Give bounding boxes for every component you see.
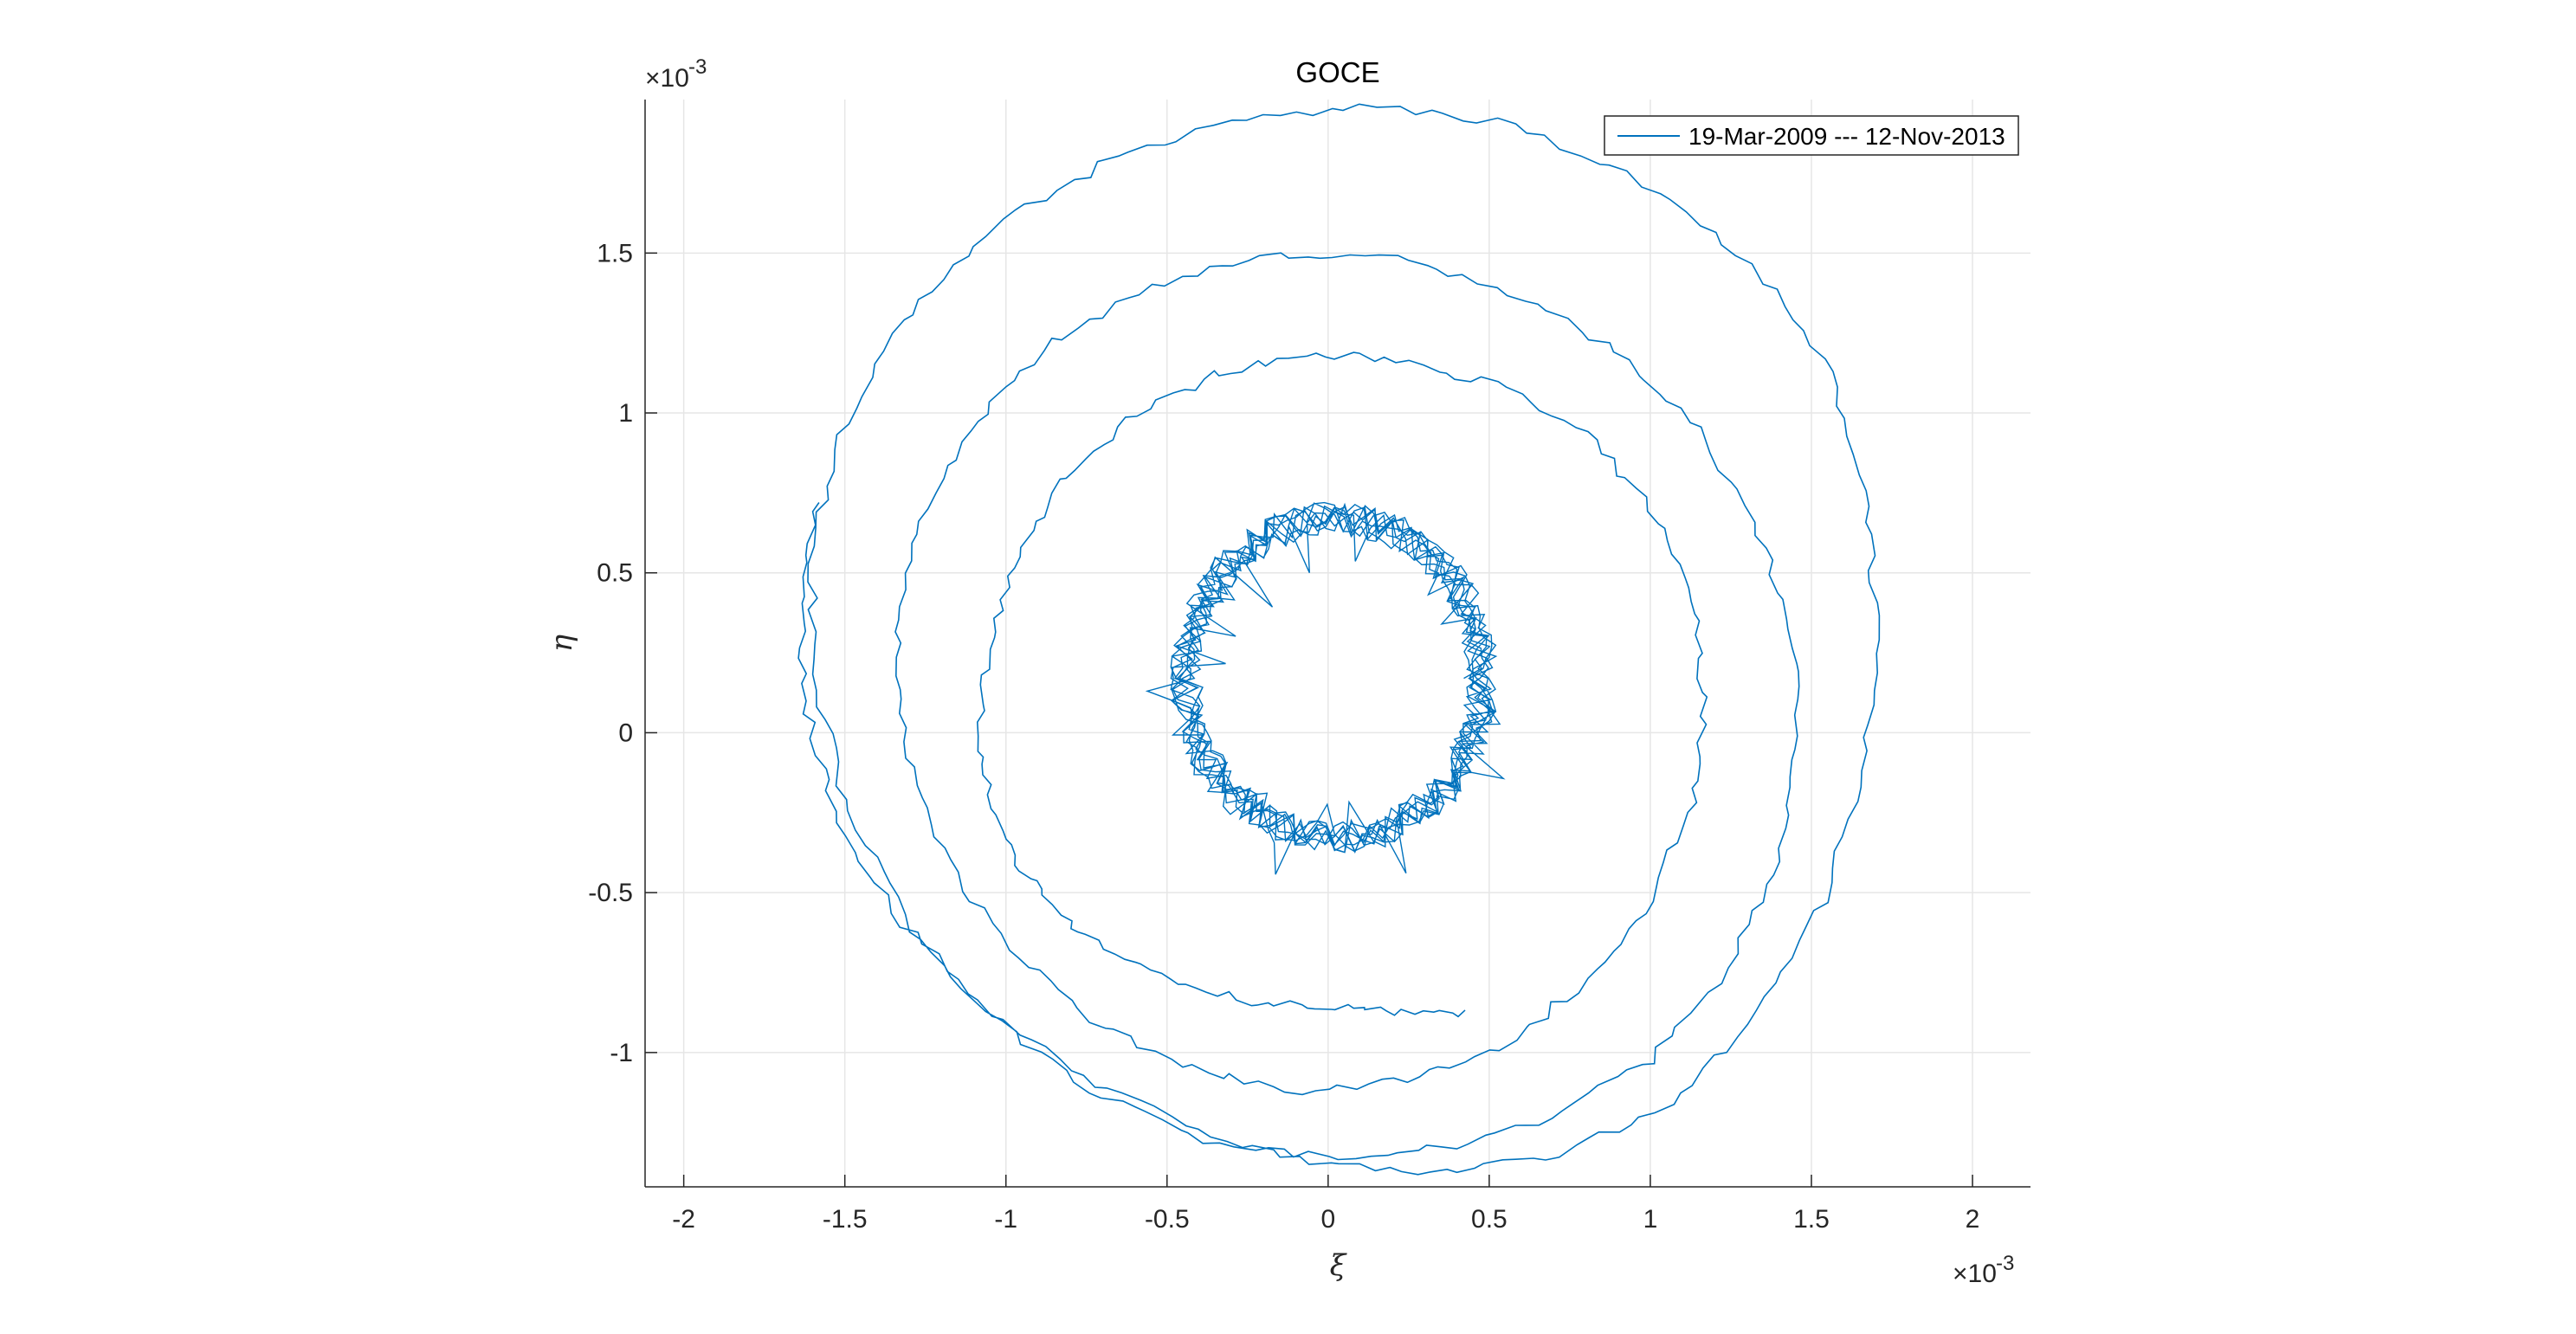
y-tick-label: 0 (618, 719, 633, 747)
x-tick-label: 1 (1643, 1205, 1658, 1234)
chart-title: GOCE (1295, 56, 1379, 88)
x-tick-label: 0.5 (1471, 1205, 1508, 1234)
tick-labels: -2 -1.5 -1 -0.5 0 0.5 1 1.5 2 -1 -0.5 0 0.5 1 1.5 (588, 239, 1979, 1234)
y-exponent-power: -3 (688, 55, 707, 79)
data-series-spiral (797, 103, 1881, 1176)
y-tick-label: 1 (618, 399, 633, 428)
x-axis-label: ξ (1330, 1248, 1348, 1283)
x-exponent-power: -3 (1996, 1252, 2014, 1275)
axes (644, 100, 2030, 1188)
legend-entry: 19-Mar-2009 --- 12-Nov-2013 (1688, 123, 2005, 150)
x-tick-label: 2 (1966, 1205, 1980, 1234)
y-tick-label: -0.5 (588, 879, 633, 907)
y-tick-label: 1.5 (597, 239, 633, 267)
x-tick-label: -0.5 (1145, 1205, 1190, 1234)
x-exponent-base: ×10 (1953, 1260, 1997, 1288)
x-tick-label: -2 (672, 1205, 695, 1234)
x-tick-label: -1.5 (823, 1205, 868, 1234)
plot-area (797, 103, 1881, 1176)
y-axis-exponent: ×10 -3 (645, 55, 707, 93)
y-axis-label: η (545, 634, 579, 652)
y-tick-label: 0.5 (597, 559, 633, 588)
legend: 19-Mar-2009 --- 12-Nov-2013 (1604, 115, 2019, 156)
x-tick-label: 0 (1320, 1205, 1335, 1234)
grid-lines (645, 100, 2030, 1187)
y-exponent-base: ×10 (645, 64, 689, 93)
data-series-inner-rings (1145, 501, 1506, 875)
y-tick-label: -1 (610, 1039, 633, 1067)
x-tick-label: 1.5 (1793, 1205, 1830, 1234)
x-axis-exponent: ×10 -3 (1953, 1252, 2014, 1288)
x-tick-label: -1 (994, 1205, 1017, 1234)
